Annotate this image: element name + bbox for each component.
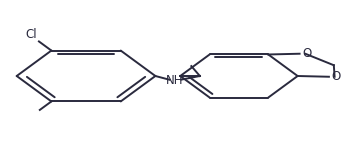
Text: O: O	[332, 70, 341, 83]
Text: NH: NH	[166, 74, 184, 87]
Text: O: O	[302, 47, 312, 60]
Text: Cl: Cl	[25, 28, 37, 41]
